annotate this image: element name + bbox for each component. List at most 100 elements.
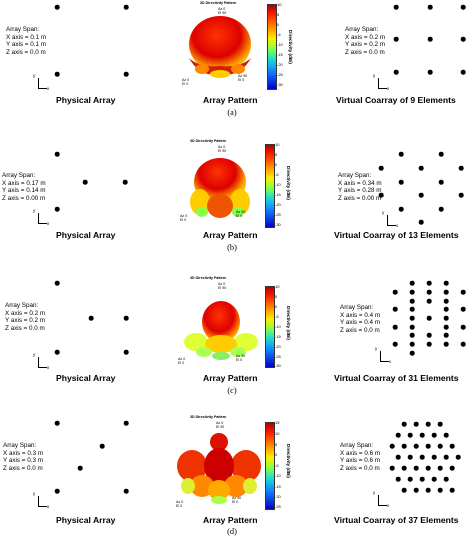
pattern-az-el-right: Az 90 El 0	[232, 496, 242, 505]
panel-label: (c)	[227, 386, 237, 395]
physical-array-span: Array Span: X axis = 0.3 m Y axis = 0.3 …	[3, 442, 44, 472]
virtual-element	[460, 36, 466, 42]
pattern-title: 3D Directivity Pattern	[190, 415, 227, 419]
virtual-element	[437, 443, 443, 449]
virtual-element	[458, 192, 464, 198]
virtual-element	[460, 4, 466, 10]
colorbar-label: Directivity (dBi)	[286, 166, 291, 200]
virtual-element	[443, 332, 449, 338]
virtual-element	[460, 69, 466, 75]
panel-b: Array Span: X axis = 0.17 m Y axis = 0.1…	[0, 136, 474, 256]
virtual-element	[443, 476, 449, 482]
virtual-element	[398, 151, 404, 157]
virtual-element	[418, 219, 424, 225]
virtual-element	[425, 487, 431, 493]
virtual-element	[431, 454, 437, 460]
virtual-element	[460, 289, 466, 295]
virtual-element	[413, 443, 419, 449]
physical-element	[88, 315, 94, 321]
physical-array-span: Array Span: X axis = 0.2 m Y axis = 0.2 …	[5, 302, 46, 332]
directivity-pattern-3d	[177, 433, 261, 504]
physical-array-heading: Physical Array	[56, 230, 116, 240]
physical-array-heading: Physical Array	[56, 515, 116, 525]
colorbar-label: Directivity (dBi)	[286, 444, 291, 478]
panel-label: (a)	[227, 108, 237, 117]
virtual-element	[409, 280, 415, 286]
pattern-az-el-top: Az 0 El 90	[218, 145, 227, 154]
virtual-element	[425, 465, 431, 471]
virtual-element	[427, 4, 433, 10]
pattern-az-el-top: Az 0 El 90	[218, 7, 227, 16]
virtual-element	[426, 341, 432, 347]
pattern-az-el-left: Az 0 El 0	[180, 214, 188, 223]
virtual-element	[392, 306, 398, 312]
virtual-element	[443, 298, 449, 304]
virtual-element	[443, 306, 449, 312]
virtual-element	[393, 4, 399, 10]
virtual-element	[409, 341, 415, 347]
virtual-element	[401, 443, 407, 449]
pattern-az-el-left: Az 0 El 0	[182, 78, 190, 87]
directivity-pattern-3d	[190, 158, 250, 218]
physical-element	[123, 4, 129, 10]
virtual-element	[443, 432, 449, 438]
virtual-array-span: Array Span: X axis = 0.6 m Y axis = 0.6 …	[340, 442, 381, 472]
physical-array-span: Array Span: X axis = 0.17 m Y axis = 0.1…	[2, 172, 46, 202]
pattern-az-el-right: Az 90 El 0	[236, 354, 246, 363]
physical-array-heading: Physical Array	[56, 95, 116, 105]
virtual-element	[419, 432, 425, 438]
virtual-element	[392, 324, 398, 330]
virtual-element	[407, 432, 413, 438]
virtual-element	[409, 332, 415, 338]
virtual-element	[409, 324, 415, 330]
colorbar-label: Directivity (dBi)	[286, 306, 291, 340]
virtual-element	[426, 332, 432, 338]
colorbar-label: Directivity (dBi)	[288, 30, 293, 64]
physical-element	[123, 349, 129, 355]
physical-element	[54, 280, 60, 286]
virtual-element	[392, 341, 398, 347]
physical-element	[54, 420, 60, 426]
array-pattern-heading: Array Pattern	[203, 515, 258, 525]
physical-element	[77, 465, 83, 471]
virtual-element	[431, 432, 437, 438]
virtual-element	[438, 179, 444, 185]
physical-element	[82, 179, 88, 185]
virtual-element	[443, 341, 449, 347]
pattern-title: 3D Directivity Pattern	[190, 139, 227, 143]
physical-element	[123, 71, 129, 77]
virtual-element	[409, 289, 415, 295]
directivity-colorbar	[265, 286, 275, 368]
panel-label: (b)	[227, 243, 237, 252]
physical-element	[54, 151, 60, 157]
pattern-az-el-left: Az 0 El 0	[176, 500, 184, 509]
virtual-element	[425, 421, 431, 427]
virtual-element	[426, 315, 432, 321]
virtual-element	[443, 324, 449, 330]
panel-d: Array Span: X axis = 0.3 m Y axis = 0.3 …	[3, 415, 461, 536]
panel-label: (d)	[227, 527, 237, 536]
panel-a: Array Span: X axis = 0.1 m Y axis = 0.1 …	[0, 0, 474, 120]
pattern-az-el-right: Az 90 El 0	[236, 210, 246, 219]
virtual-element	[418, 192, 424, 198]
physical-array-heading: Physical Array	[56, 373, 116, 383]
physical-element	[54, 206, 60, 212]
virtual-element	[392, 289, 398, 295]
virtual-element	[419, 454, 425, 460]
physical-element	[122, 179, 128, 185]
virtual-element	[409, 350, 415, 356]
physical-element	[123, 488, 129, 494]
virtual-element	[407, 454, 413, 460]
physical-element	[54, 71, 60, 77]
virtual-array-span: Array Span: X axis = 0.34 m Y axis = 0.2…	[338, 172, 382, 202]
virtual-element	[427, 69, 433, 75]
physical-element	[123, 315, 129, 321]
virtual-element	[395, 454, 401, 460]
virtual-element	[378, 165, 384, 171]
physical-element	[54, 488, 60, 494]
pattern-title: 3D Directivity Pattern	[200, 1, 237, 5]
virtual-element	[437, 465, 443, 471]
